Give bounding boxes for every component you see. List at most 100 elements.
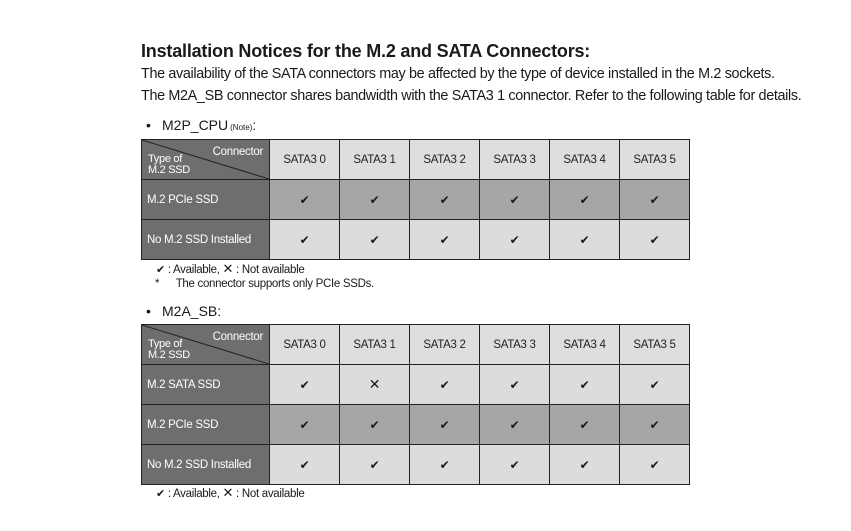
corner-type-label: Type of M.2 SSD [148, 339, 190, 361]
legend-unavailable-text: : Not available [236, 488, 305, 500]
column-header: SATA3 0 [269, 139, 340, 180]
table-cell: ✔ [549, 444, 620, 485]
table-cell: ✔ [549, 179, 620, 220]
legend: ✔ : Available, ✕ : Not available [156, 261, 305, 277]
check-icon: ✔ [579, 377, 590, 392]
table-header-row: Connector Type of M.2 SSD SATA3 0 SATA3 … [141, 139, 690, 180]
corner-type-line2: M.2 SSD [148, 164, 190, 176]
check-icon: ✔ [439, 232, 450, 247]
diagonal-line [142, 140, 269, 179]
column-header: SATA3 4 [549, 324, 620, 365]
check-icon: ✔ [369, 457, 380, 472]
section-title: M2A_SB: [162, 303, 222, 319]
table-cell: ✔ [409, 404, 480, 445]
check-icon: ✔ [579, 457, 590, 472]
table-cell: ✕ [339, 364, 410, 405]
corner-connector-label: Connector [212, 331, 264, 343]
column-header: SATA3 1 [339, 139, 410, 180]
column-header: SATA3 0 [269, 324, 340, 365]
table-cell: ✔ [409, 219, 480, 260]
table-cell: ✔ [619, 219, 690, 260]
page-title: Installation Notices for the M.2 and SAT… [141, 41, 591, 61]
section-suffix: : [252, 117, 257, 133]
table-cell: ✔ [269, 364, 340, 405]
table-cell: ✔ [339, 179, 410, 220]
table-cell: ✔ [479, 364, 550, 405]
corner-type-line1: Type of [148, 338, 182, 350]
table-cell: ✔ [339, 404, 410, 445]
legend: ✔ : Available, ✕ : Not available [156, 485, 305, 501]
table-cell: ✔ [269, 179, 340, 220]
column-header: SATA3 2 [409, 139, 480, 180]
intro-paragraph-1: The availability of the SATA connectors … [141, 66, 775, 82]
column-header: SATA3 2 [409, 324, 480, 365]
cross-icon: ✕ [222, 485, 234, 500]
legend-unavailable-text: : Not available [236, 264, 305, 276]
table-cell: ✔ [619, 179, 690, 220]
column-header: SATA3 3 [479, 324, 550, 365]
legend-available-text: : Available, [167, 264, 223, 276]
corner-type-line2: M.2 SSD [148, 349, 190, 361]
table-row: M.2 SATA SSD ✔ ✕ ✔ ✔ ✔ ✔ [141, 364, 690, 405]
legend-available-text: : Available, [167, 488, 223, 500]
section-m2p-cpu-label: • M2P_CPU (Note) : [146, 117, 256, 133]
check-icon: ✔ [579, 232, 590, 247]
footnote: * The connector supports only PCIe SSDs. [155, 278, 374, 290]
table-cell: ✔ [479, 444, 550, 485]
m2a-sb-table: Connector Type of M.2 SSD SATA3 0 SATA3 … [141, 324, 690, 485]
table-cell: ✔ [479, 179, 550, 220]
check-icon: ✔ [156, 488, 165, 500]
column-header: SATA3 3 [479, 139, 550, 180]
corner-header-cell: Connector Type of M.2 SSD [141, 324, 270, 365]
bullet: • [146, 117, 151, 133]
check-icon: ✔ [649, 192, 660, 207]
row-header: No M.2 SSD Installed [141, 219, 270, 260]
corner-connector-label: Connector [212, 146, 264, 158]
check-icon: ✔ [649, 377, 660, 392]
check-icon: ✔ [299, 377, 310, 392]
diagonal-line [142, 325, 269, 364]
m2p-cpu-table: Connector Type of M.2 SSD SATA3 0 SATA3 … [141, 139, 690, 260]
check-icon: ✔ [649, 417, 660, 432]
check-icon: ✔ [299, 192, 310, 207]
row-header: M.2 PCIe SSD [141, 179, 270, 220]
footnote-marker: * [155, 278, 160, 290]
table-cell: ✔ [269, 219, 340, 260]
check-icon: ✔ [299, 232, 310, 247]
check-icon: ✔ [299, 457, 310, 472]
table-row: M.2 PCIe SSD ✔ ✔ ✔ ✔ ✔ ✔ [141, 179, 690, 220]
intro-paragraph-2: The M2A_SB connector shares bandwidth wi… [141, 88, 802, 104]
table-row: No M.2 SSD Installed ✔ ✔ ✔ ✔ ✔ ✔ [141, 219, 690, 260]
table-cell: ✔ [269, 444, 340, 485]
check-icon: ✔ [439, 417, 450, 432]
column-header: SATA3 5 [619, 324, 690, 365]
column-header: SATA3 1 [339, 324, 410, 365]
section-title: M2P_CPU [162, 117, 229, 133]
check-icon: ✔ [439, 192, 450, 207]
check-icon: ✔ [509, 457, 520, 472]
bullet: • [146, 303, 151, 319]
table-cell: ✔ [619, 444, 690, 485]
table-row: No M.2 SSD Installed ✔ ✔ ✔ ✔ ✔ ✔ [141, 444, 690, 485]
cross-icon: ✕ [368, 376, 381, 392]
check-icon: ✔ [439, 457, 450, 472]
table-cell: ✔ [409, 179, 480, 220]
table-cell: ✔ [479, 219, 550, 260]
table-row: M.2 PCIe SSD ✔ ✔ ✔ ✔ ✔ ✔ [141, 404, 690, 445]
check-icon: ✔ [509, 192, 520, 207]
corner-header-cell: Connector Type of M.2 SSD [141, 139, 270, 180]
check-icon: ✔ [579, 192, 590, 207]
check-icon: ✔ [649, 457, 660, 472]
check-icon: ✔ [649, 232, 660, 247]
cross-icon: ✕ [222, 261, 234, 276]
table-cell: ✔ [339, 444, 410, 485]
check-icon: ✔ [439, 377, 450, 392]
note-reference: (Note) [230, 123, 253, 132]
table-cell: ✔ [549, 219, 620, 260]
table-cell: ✔ [339, 219, 410, 260]
corner-type-label: Type of M.2 SSD [148, 154, 190, 176]
check-icon: ✔ [579, 417, 590, 432]
column-header: SATA3 4 [549, 139, 620, 180]
corner-type-line1: Type of [148, 153, 182, 165]
table-cell: ✔ [549, 364, 620, 405]
